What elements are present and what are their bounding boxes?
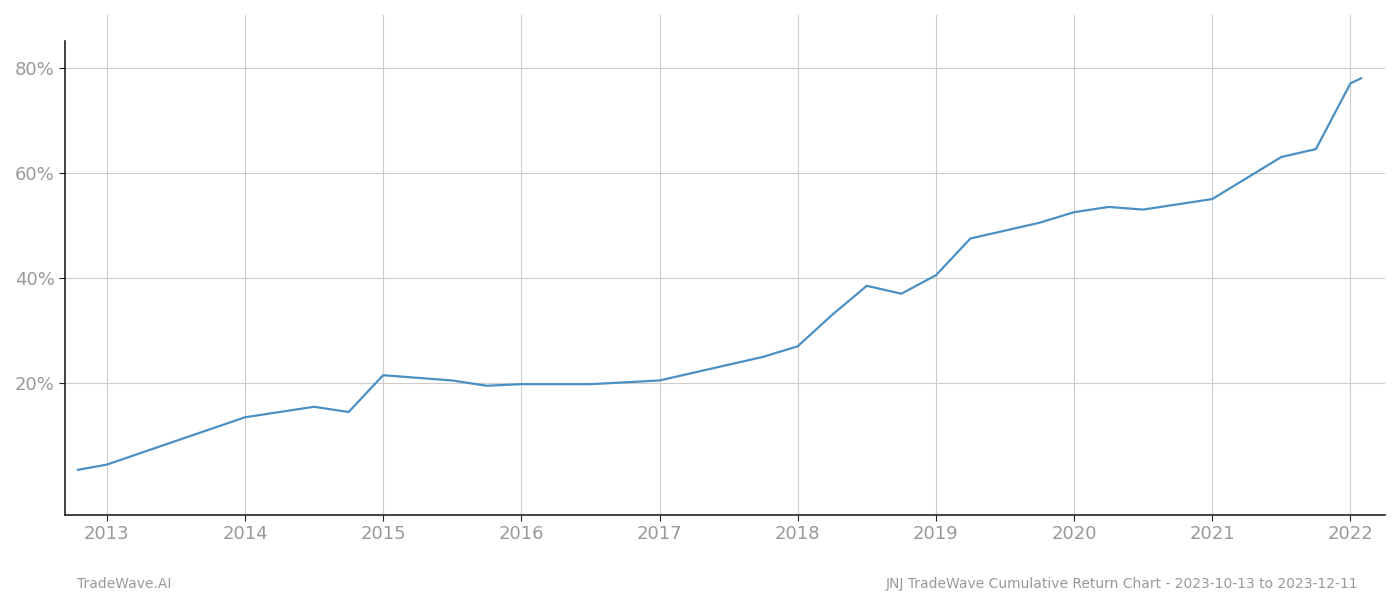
Text: TradeWave.AI: TradeWave.AI	[77, 577, 171, 591]
Text: JNJ TradeWave Cumulative Return Chart - 2023-10-13 to 2023-12-11: JNJ TradeWave Cumulative Return Chart - …	[885, 577, 1358, 591]
